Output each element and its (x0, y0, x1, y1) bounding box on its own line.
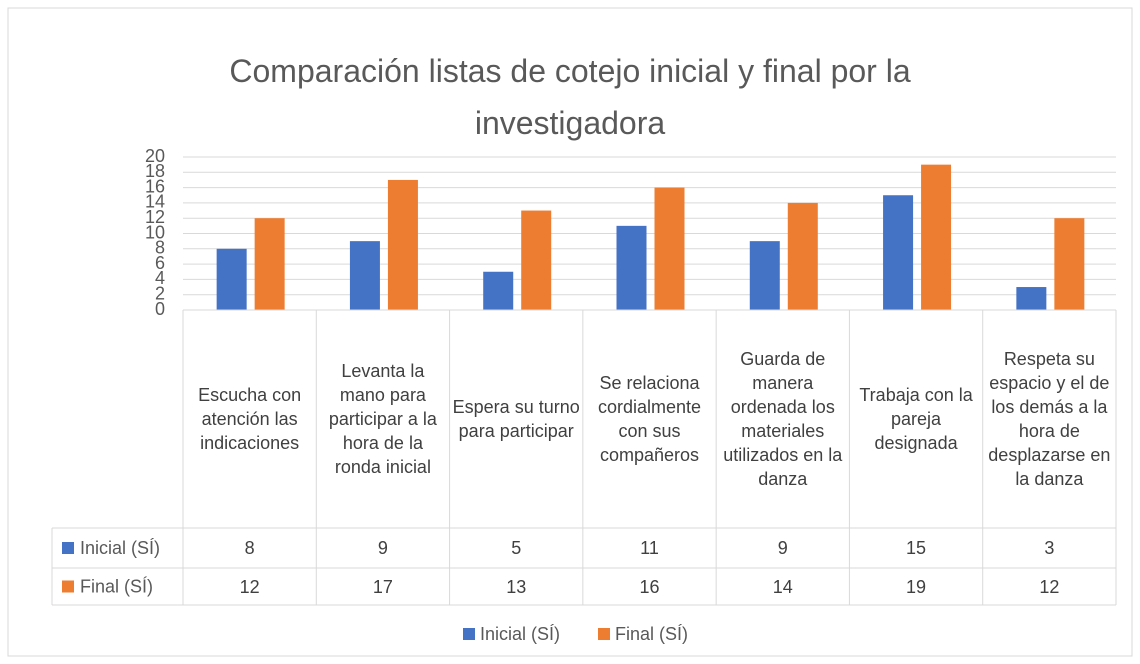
table-value: 11 (640, 538, 659, 558)
y-tick-label: 14 (145, 192, 165, 212)
table-value: 3 (1044, 538, 1055, 558)
category-label: Espera su turno para participar (452, 397, 580, 441)
category-label: Se relaciona cordialmente con sus compañ… (597, 373, 702, 465)
legend-key (463, 628, 475, 640)
y-tick-label: 16 (145, 176, 165, 196)
bar (749, 241, 780, 310)
table-row-label: Final (SÍ) (80, 576, 153, 596)
table-value: 5 (511, 538, 522, 558)
legend-label: Final (SÍ) (615, 624, 688, 644)
y-tick-label: 12 (145, 207, 165, 227)
y-tick-label: 8 (155, 238, 165, 258)
y-tick-label: 2 (155, 283, 165, 303)
category-label: Levanta la mano para participar a la hor… (328, 361, 437, 477)
y-tick-label: 4 (155, 268, 165, 288)
table-value: 17 (372, 576, 393, 597)
chart-frame (7, 7, 1133, 657)
bar (787, 202, 818, 310)
bar (483, 271, 514, 310)
table-value: 12 (239, 576, 260, 597)
bar (521, 210, 552, 310)
table-value: 15 (906, 538, 927, 558)
table-value: 13 (506, 576, 527, 597)
chart-title: Comparación listas de cotejo inicial y f… (229, 53, 911, 141)
bar (387, 179, 418, 310)
bar (921, 164, 952, 310)
y-tick-label: 10 (145, 222, 165, 242)
category-label: Guarda de manera ordenada los materiales… (723, 349, 843, 489)
table-legend-key (62, 580, 74, 593)
bar (1016, 287, 1047, 310)
table-value: 8 (244, 538, 255, 558)
y-tick-label: 18 (145, 161, 165, 181)
table-value: 9 (777, 538, 788, 558)
table-value: 14 (772, 576, 793, 597)
table-row-label: Inicial (SÍ) (80, 538, 160, 558)
bar (216, 248, 247, 310)
category-label: Trabaja con la pareja designada (859, 385, 973, 453)
y-tick-label: 6 (155, 253, 165, 273)
bar (254, 218, 285, 310)
y-tick-label: 0 (155, 299, 165, 319)
category-label: Respeta su espacio y el de los demás a l… (988, 349, 1111, 489)
legend-label: Inicial (SÍ) (480, 624, 560, 644)
table-value: 16 (639, 576, 660, 597)
legend-key (598, 628, 610, 640)
bar (1054, 218, 1085, 310)
bar (616, 225, 647, 310)
table-value: 12 (1039, 576, 1060, 597)
bar (883, 195, 914, 310)
table-value: 9 (377, 538, 388, 558)
bar (654, 187, 685, 310)
table-value: 19 (906, 576, 927, 597)
y-tick-label: 20 (145, 146, 165, 166)
bar (349, 241, 380, 310)
category-label: Escucha con atención las indicaciones (198, 385, 302, 453)
table-legend-key (62, 542, 74, 554)
